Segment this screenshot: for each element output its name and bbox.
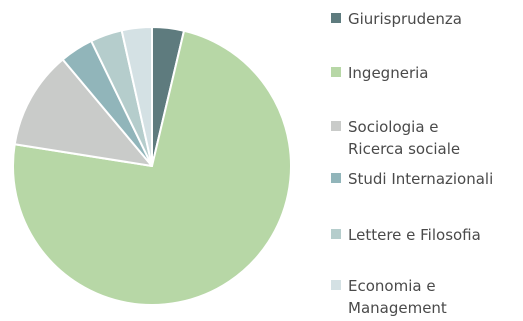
legend-label: Studi Internazionali [348,170,494,188]
pie-chart [12,26,292,306]
legend-item-ingegneria: Ingegneria [331,62,523,84]
pie-slice-ingegneria [12,29,292,306]
legend-swatch [331,13,341,23]
legend-swatch [331,229,341,239]
legend-label: Ingegneria [348,64,429,82]
legend-item-sociologia: Sociologia e Ricerca sociale [331,116,473,160]
legend-item-lettere-filosofia: Lettere e Filosofia [331,224,523,246]
pie-slice-sociologia-e-ricerca-sociale [13,58,153,167]
legend-item-studi-internazionali: Studi Internazionali [331,168,523,190]
legend-label: Lettere e Filosofia [348,226,481,244]
legend-swatch [331,121,341,131]
legend-label: Economia e Management [348,277,447,317]
legend-label: Giurisprudenza [348,10,462,28]
legend-swatch [331,280,341,290]
legend-item-economia-management: Economia e Management [331,275,473,319]
legend-swatch [331,67,341,77]
legend-swatch [331,173,341,183]
legend-item-giurisprudenza: Giurisprudenza [331,8,523,30]
legend-label: Sociologia e Ricerca sociale [348,118,461,158]
pie-slice-economia-e-management [120,26,153,167]
